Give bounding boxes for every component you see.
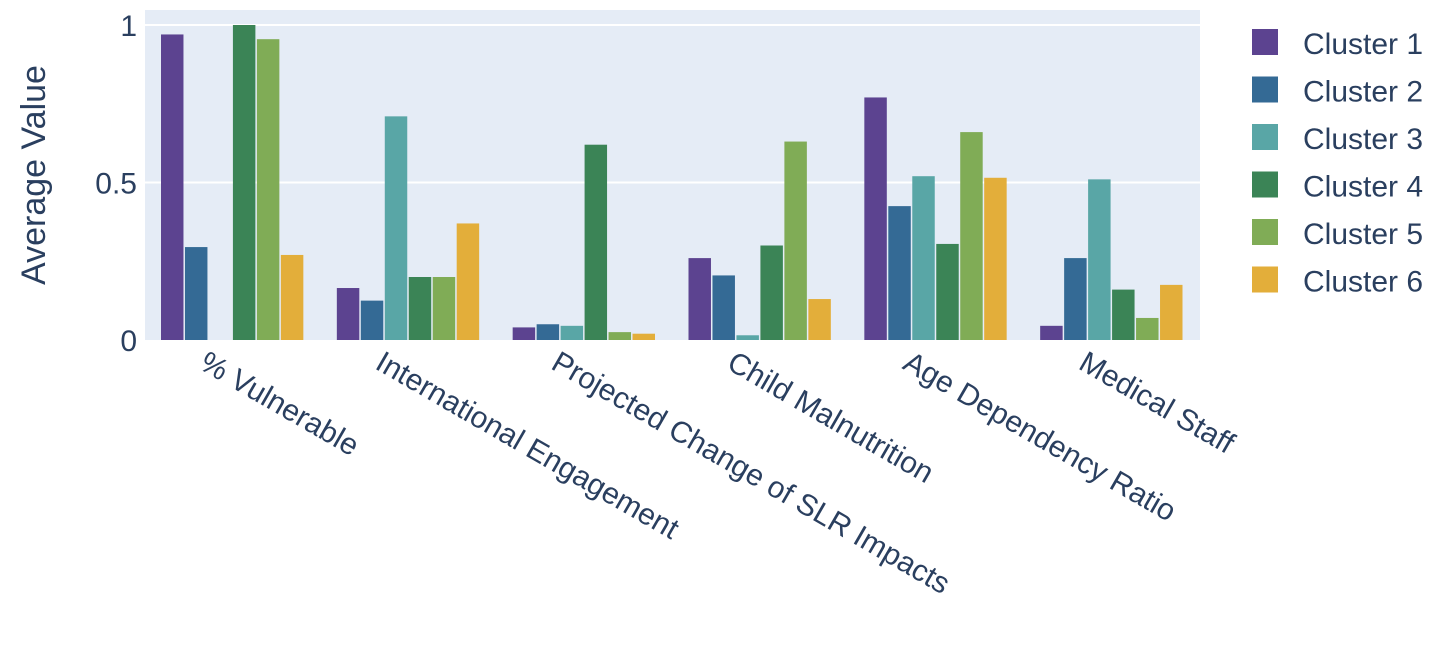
x-tick-label: % Vulnerable [194, 345, 364, 462]
bar-cluster-6-3 [808, 299, 831, 340]
bar-cluster-6-2 [632, 333, 655, 340]
bar-cluster-5-4 [960, 132, 983, 340]
legend-label: Cluster 1 [1303, 28, 1423, 61]
legend-label: Cluster 5 [1303, 218, 1423, 251]
bar-cluster-1-5 [1040, 325, 1063, 340]
bar-cluster-2-5 [1064, 258, 1087, 340]
bar-cluster-1-4 [864, 97, 887, 340]
bar-cluster-5-3 [784, 141, 807, 340]
bar-cluster-1-3 [688, 258, 711, 340]
bar-cluster-2-4 [888, 206, 911, 340]
bar-cluster-1-0 [161, 34, 184, 340]
bar-cluster-4-4 [936, 243, 959, 340]
bar-cluster-1-1 [336, 288, 360, 340]
bar-cluster-5-2 [608, 332, 632, 340]
bar-cluster-4-0 [232, 25, 256, 340]
plot-area [145, 10, 1200, 340]
y-axis-title: Average Value [15, 65, 53, 285]
bar-cluster-3-5 [1088, 179, 1111, 340]
bar-cluster-5-5 [1136, 317, 1159, 340]
y-tick-label: 0 [120, 325, 137, 358]
legend-swatch [1252, 76, 1278, 103]
legend-swatch [1252, 219, 1278, 245]
bar-cluster-3-1 [384, 116, 408, 340]
legend-label: Cluster 3 [1303, 123, 1423, 156]
gridlines [145, 24, 1200, 184]
bars [161, 25, 1183, 341]
x-axis-ticks: % Vulnerable International EngagementProj… [194, 345, 1240, 600]
legend: Cluster 1 Cluster 2 Cluster 3 Cluster 4 Clus… [1252, 28, 1423, 299]
bar-cluster-2-1 [360, 300, 384, 340]
x-tick-label: Medical Staff [1074, 345, 1241, 460]
bar-cluster-2-3 [712, 275, 735, 340]
bar-cluster-5-1 [432, 277, 456, 340]
bar-cluster-4-2 [584, 144, 608, 340]
bar-cluster-3-4 [912, 176, 935, 340]
legend-label: Cluster 4 [1303, 171, 1423, 204]
x-tick-label: International Engagement [370, 345, 685, 546]
legend-swatch [1252, 266, 1278, 293]
bar-cluster-4-3 [760, 245, 783, 340]
bar-cluster-2-0 [184, 247, 208, 340]
bar-cluster-4-1 [408, 277, 432, 340]
legend-label: Cluster 2 [1303, 76, 1423, 109]
legend-swatch [1252, 29, 1278, 55]
bar-cluster-2-2 [536, 324, 560, 340]
legend-label: Cluster 6 [1303, 266, 1423, 299]
bar-cluster-6-0 [280, 254, 304, 340]
y-axis-ticks: 00.51 [95, 10, 137, 358]
y-tick-label: 0.5 [95, 168, 137, 201]
legend-swatch [1252, 124, 1278, 150]
bar-cluster-1-2 [512, 327, 536, 340]
bar-cluster-3-2 [560, 325, 584, 340]
legend-swatch [1252, 171, 1278, 198]
y-tick-label: 1 [120, 10, 137, 43]
bar-cluster-3-3 [736, 335, 759, 340]
bar-cluster-5-0 [256, 39, 280, 341]
bar-cluster-6-1 [456, 223, 480, 340]
bar-cluster-6-4 [984, 177, 1007, 340]
bar-cluster-4-5 [1112, 289, 1135, 340]
bar-cluster-6-5 [1160, 284, 1183, 340]
